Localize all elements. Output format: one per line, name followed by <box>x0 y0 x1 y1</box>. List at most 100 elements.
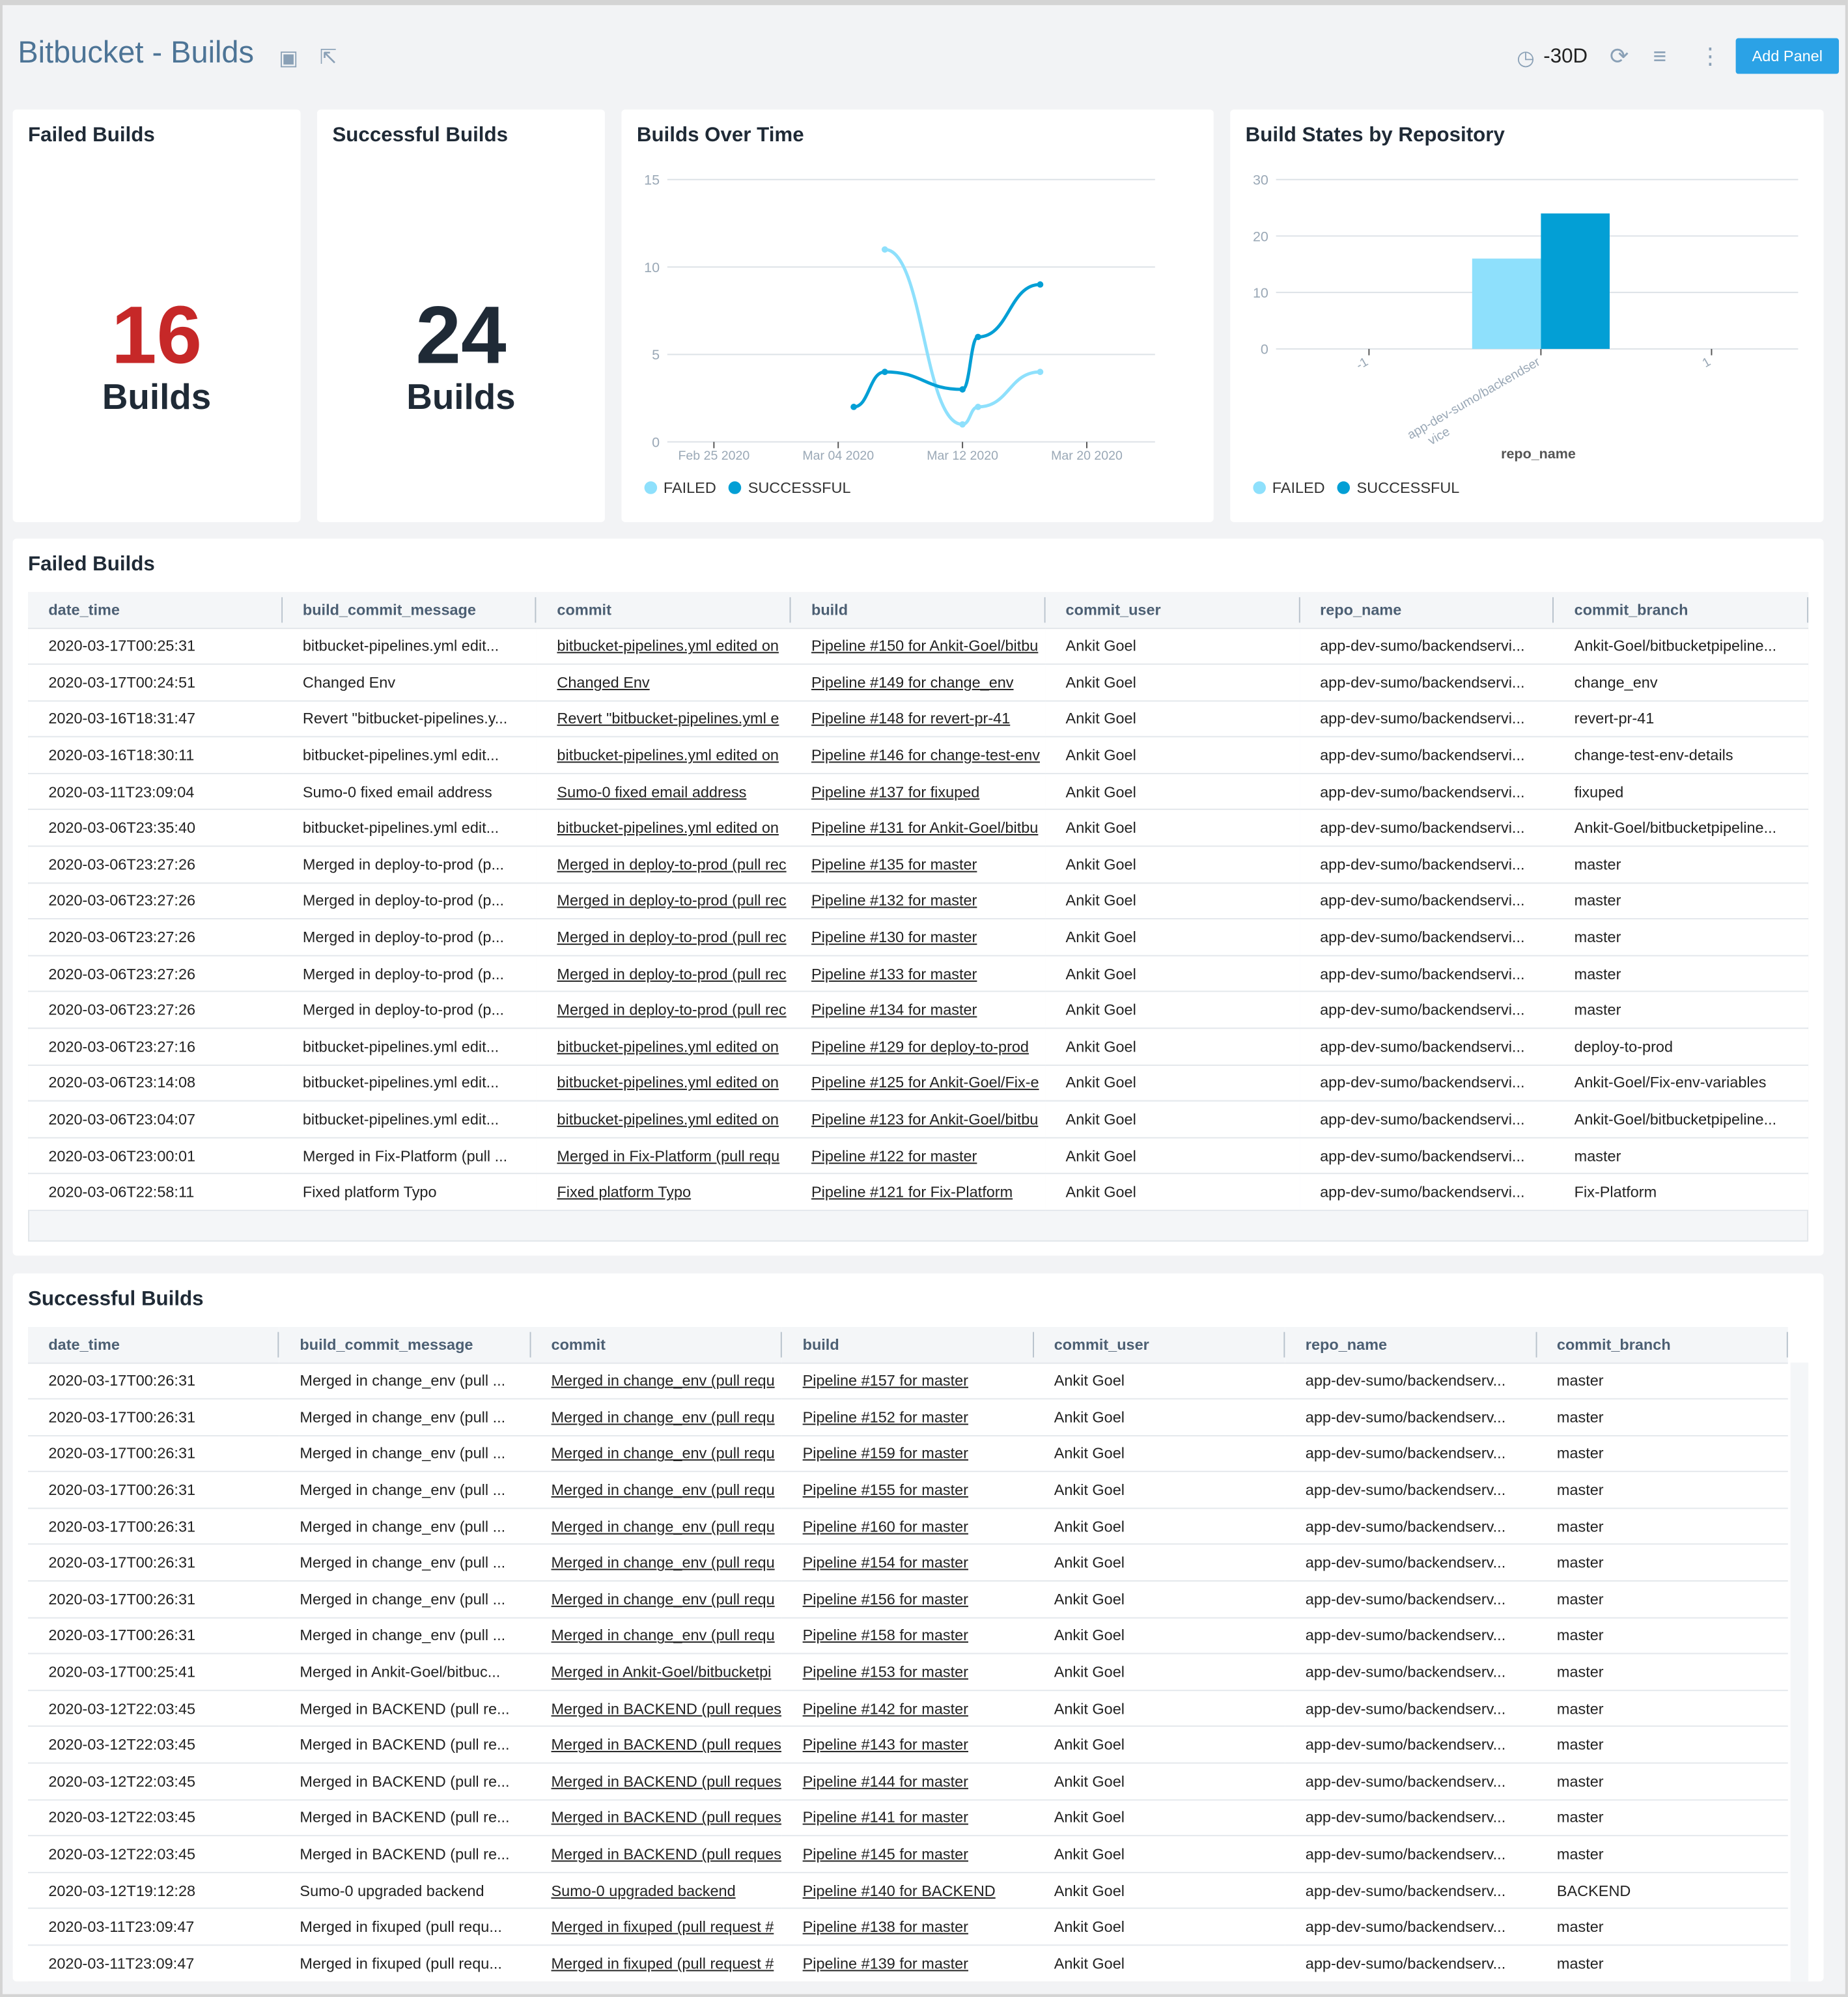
cell-build[interactable]: Pipeline #141 for master <box>782 1799 1034 1837</box>
cell-build[interactable]: Pipeline #160 for master <box>782 1508 1034 1546</box>
cell-commit[interactable]: Merged in change_env (pull requ <box>531 1617 783 1655</box>
cell-commit[interactable]: Merged in BACKEND (pull reques <box>531 1836 783 1873</box>
column-header-commit_branch[interactable]: commit_branch <box>1536 1326 1789 1363</box>
cell-commit[interactable]: Merged in fixuped (pull request # <box>531 1908 783 1946</box>
cell-commit[interactable]: Merged in Fix-Platform (pull requ <box>537 1138 791 1175</box>
cell-commit_branch: master <box>1536 1799 1788 1837</box>
time-range[interactable]: -30D <box>1543 46 1588 68</box>
cell-build[interactable]: Pipeline #152 for master <box>782 1399 1034 1436</box>
cell-build[interactable]: Pipeline #139 for master <box>782 1945 1034 1982</box>
cell-commit[interactable]: Merged in change_env (pull requ <box>531 1581 783 1619</box>
column-header-date_time[interactable]: date_time <box>28 592 283 629</box>
cell-build[interactable]: Pipeline #123 for Ankit-Goel/bitbu <box>791 1101 1046 1139</box>
cell-commit[interactable]: Fixed platform Typo <box>537 1173 791 1211</box>
legend-successful[interactable]: SUCCESSFUL <box>1337 479 1459 497</box>
column-header-commit_branch[interactable]: commit_branch <box>1554 592 1809 629</box>
legend-successful[interactable]: SUCCESSFUL <box>729 479 850 497</box>
cell-commit[interactable]: Merged in deploy-to-prod (pull rec <box>537 846 791 884</box>
cell-commit[interactable]: Sumo-0 fixed email address <box>537 773 791 811</box>
cell-build[interactable]: Pipeline #159 for master <box>782 1435 1034 1473</box>
scrollbar[interactable] <box>1790 1362 1809 1982</box>
legend-failed[interactable]: FAILED <box>644 479 716 497</box>
cell-commit[interactable]: bitbucket-pipelines.yml edited on <box>537 1028 791 1066</box>
column-header-commit_user[interactable]: commit_user <box>1045 592 1300 629</box>
cell-commit[interactable]: Merged in change_env (pull requ <box>531 1472 783 1509</box>
cell-build[interactable]: Pipeline #150 for Ankit-Goel/bitbu <box>791 628 1046 665</box>
more-menu-icon[interactable]: ⋮ <box>1698 43 1722 69</box>
cell-commit[interactable]: Merged in BACKEND (pull reques <box>531 1726 783 1764</box>
cell-commit[interactable]: Merged in deploy-to-prod (pull rec <box>537 955 791 993</box>
column-header-commit[interactable]: commit <box>531 1326 783 1363</box>
cell-build[interactable]: Pipeline #154 for master <box>782 1544 1034 1582</box>
table-row: 2020-03-06T23:04:07 bitbucket-pipelines.y… <box>28 1101 1809 1139</box>
cell-commit[interactable]: bitbucket-pipelines.yml edited on <box>537 1065 791 1102</box>
filter-sliders-icon[interactable]: ≡ <box>1653 43 1667 69</box>
cell-commit[interactable]: bitbucket-pipelines.yml edited on <box>537 1101 791 1139</box>
cell-commit[interactable]: Merged in BACKEND (pull reques <box>531 1799 783 1837</box>
cell-build[interactable]: Pipeline #131 for Ankit-Goel/bitbu <box>791 809 1046 847</box>
cell-build[interactable]: Pipeline #156 for master <box>782 1581 1034 1619</box>
cell-commit[interactable]: bitbucket-pipelines.yml edited on <box>537 809 791 847</box>
cell-commit[interactable]: bitbucket-pipelines.yml edited on <box>537 628 791 665</box>
cell-commit[interactable]: Merged in change_env (pull requ <box>531 1508 783 1546</box>
cell-build[interactable]: Pipeline #157 for master <box>782 1362 1034 1400</box>
cell-commit[interactable]: Merged in deploy-to-prod (pull rec <box>537 919 791 957</box>
cell-build[interactable]: Pipeline #129 for deploy-to-prod <box>791 1028 1046 1066</box>
column-header-repo_name[interactable]: repo_name <box>1299 592 1554 629</box>
cell-commit[interactable]: Merged in change_env (pull requ <box>531 1435 783 1473</box>
cell-build[interactable]: Pipeline #143 for master <box>782 1726 1034 1764</box>
cell-build[interactable]: Pipeline #142 for master <box>782 1690 1034 1727</box>
cell-build[interactable]: Pipeline #155 for master <box>782 1472 1034 1509</box>
cell-build[interactable]: Pipeline #121 for Fix-Platform <box>791 1173 1046 1211</box>
column-header-build[interactable]: build <box>791 592 1046 629</box>
cell-build[interactable]: Pipeline #137 for fixuped <box>791 773 1046 811</box>
cell-build[interactable]: Pipeline #125 for Ankit-Goel/Fix-e <box>791 1065 1046 1102</box>
cell-commit[interactable]: bitbucket-pipelines.yml edited on <box>537 736 791 774</box>
column-header-date_time[interactable]: date_time <box>28 1326 280 1363</box>
cell-commit[interactable]: Merged in deploy-to-prod (pull rec <box>537 992 791 1029</box>
legend-failed[interactable]: FAILED <box>1253 479 1325 497</box>
cell-commit[interactable]: Merged in BACKEND (pull reques <box>531 1690 783 1727</box>
column-header-commit_user[interactable]: commit_user <box>1033 1326 1286 1363</box>
cell-build[interactable]: Pipeline #130 for master <box>791 919 1046 957</box>
cell-build[interactable]: Pipeline #153 for master <box>782 1653 1034 1691</box>
cell-commit[interactable]: Sumo-0 upgraded backend <box>531 1872 783 1910</box>
save-icon[interactable]: ▣ <box>279 48 298 70</box>
cell-commit[interactable]: Changed Env <box>537 664 791 701</box>
cell-commit[interactable]: Merged in Ankit-Goel/bitbucketpi <box>531 1653 783 1691</box>
cell-build[interactable]: Pipeline #122 for master <box>791 1138 1046 1175</box>
cell-build[interactable]: Pipeline #145 for master <box>782 1836 1034 1873</box>
cell-commit[interactable]: Merged in fixuped (pull request # <box>531 1945 783 1982</box>
share-icon[interactable]: ⇱ <box>319 47 337 69</box>
cell-build[interactable]: Pipeline #132 for master <box>791 882 1046 920</box>
column-header-repo_name[interactable]: repo_name <box>1285 1326 1537 1363</box>
cell-date_time: 2020-03-06T23:27:26 <box>28 992 283 1029</box>
column-header-build_commit_message[interactable]: build_commit_message <box>282 592 537 629</box>
table-row: 2020-03-16T18:31:47 Revert "bitbucket-pip… <box>28 701 1809 738</box>
cell-commit[interactable]: Merged in BACKEND (pull reques <box>531 1763 783 1800</box>
cell-commit[interactable]: Merged in change_env (pull requ <box>531 1544 783 1582</box>
column-header-build[interactable]: build <box>782 1326 1035 1363</box>
cell-build[interactable]: Pipeline #138 for master <box>782 1908 1034 1946</box>
cell-build[interactable]: Pipeline #148 for revert-pr-41 <box>791 701 1046 738</box>
cell-commit[interactable]: Revert "bitbucket-pipelines.yml e <box>537 701 791 738</box>
refresh-icon[interactable]: ⟳ <box>1610 43 1629 69</box>
cell-commit[interactable]: Merged in deploy-to-prod (pull rec <box>537 882 791 920</box>
cell-build[interactable]: Pipeline #135 for master <box>791 846 1046 884</box>
column-header-build_commit_message[interactable]: build_commit_message <box>279 1326 532 1363</box>
cell-commit[interactable]: Merged in change_env (pull requ <box>531 1362 783 1400</box>
clock-icon[interactable]: ◷ <box>1517 48 1535 70</box>
cell-build[interactable]: Pipeline #140 for BACKEND <box>782 1872 1034 1910</box>
data-point <box>850 404 857 410</box>
cell-build[interactable]: Pipeline #133 for master <box>791 955 1046 993</box>
cell-build[interactable]: Pipeline #158 for master <box>782 1617 1034 1655</box>
cell-build[interactable]: Pipeline #149 for change_env <box>791 664 1046 701</box>
cell-commit[interactable]: Merged in change_env (pull requ <box>531 1399 783 1436</box>
cell-build[interactable]: Pipeline #134 for master <box>791 992 1046 1029</box>
add-panel-button[interactable]: Add Panel <box>1735 38 1840 74</box>
cell-repo_name: app-dev-sumo/backendserv... <box>1285 1836 1537 1873</box>
cell-build[interactable]: Pipeline #146 for change-test-env <box>791 736 1046 774</box>
column-header-commit[interactable]: commit <box>537 592 791 629</box>
cell-commit_branch: Ankit-Goel/bitbucketpipeline... <box>1554 1101 1809 1139</box>
cell-build[interactable]: Pipeline #144 for master <box>782 1763 1034 1800</box>
